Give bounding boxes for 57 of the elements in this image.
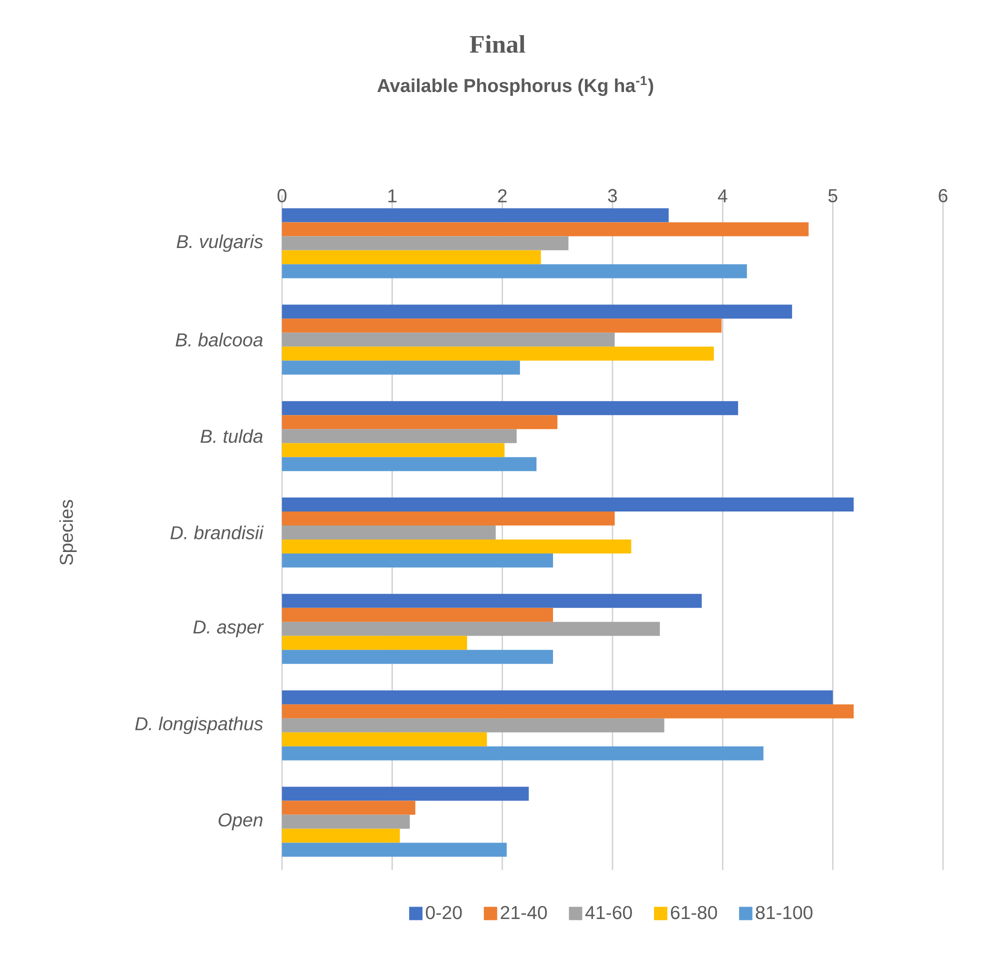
bar [282,786,529,801]
bar [282,704,854,718]
legend-label: 61-80 [670,906,718,920]
bar [282,346,714,361]
x-tick-label: 6 [938,189,948,202]
bar [282,318,722,333]
bar [282,842,507,857]
x-tick-label: 0 [278,189,286,202]
bar [282,594,702,608]
bar [282,636,468,650]
bar [282,553,554,568]
bar [282,250,541,264]
bar [282,415,558,430]
legend-label: 21-40 [500,906,547,920]
y-axis-title: Species [59,500,77,565]
bar [282,746,764,760]
bar [282,539,632,554]
bar [282,360,520,375]
bar [282,525,496,540]
x-tick-label: 1 [388,189,396,202]
bar [282,264,747,278]
bar [282,208,669,222]
bar [282,429,517,444]
legend-label: 41-60 [585,906,632,920]
bar [282,690,833,704]
x-axis-title: Available Phosphorus (Kg ha$^{-1}$) [377,76,654,96]
y-tick-label: B. tulda [200,429,263,443]
y-tick-label: B. balcooa [176,332,263,346]
bar [282,732,487,746]
bar [282,332,615,347]
bar [282,457,536,472]
y-tick-label: D. asper [193,620,264,638]
bar [282,497,854,512]
x-tick-label: 3 [608,189,617,202]
x-tick-label: 2 [498,189,507,202]
legend-label: 81-100 [756,906,812,920]
x-tick-label: 4 [718,189,728,202]
bar [282,443,505,458]
bar [282,236,568,250]
bar [282,650,554,664]
legend-label: 0-20 [426,906,462,920]
y-tick-label: D. longispathus [135,716,263,734]
bar [282,814,410,829]
bar [282,304,792,319]
bar [282,511,615,526]
bar [282,800,416,815]
bar [282,401,738,416]
x-tick-label: 5 [828,189,838,202]
chart-title: Final [470,35,526,53]
y-tick-label: Open [218,813,262,830]
bar [282,608,554,622]
bar [282,718,664,732]
bar [282,622,660,636]
bar [282,828,400,843]
bar [282,222,809,236]
y-tick-label: D. brandisii [170,526,264,540]
y-tick-label: B. vulgaris [176,234,263,252]
